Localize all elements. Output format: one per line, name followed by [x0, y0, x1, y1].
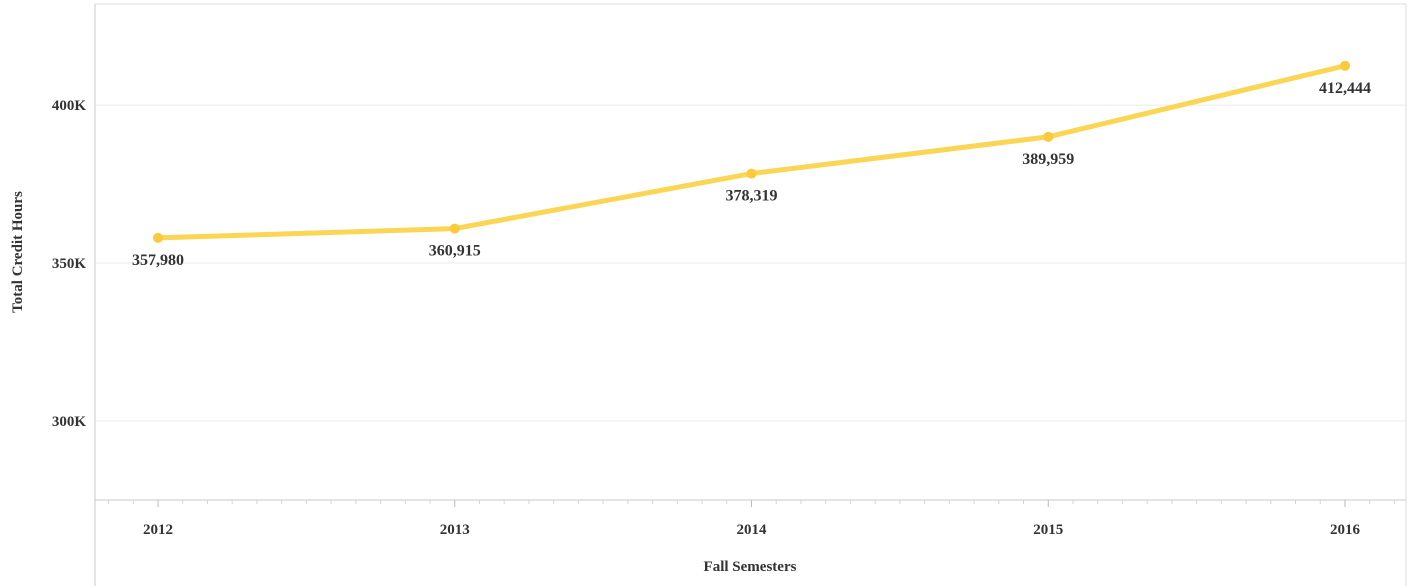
- data-point[interactable]: [153, 232, 163, 243]
- x-tick-label: 2015: [1033, 522, 1063, 538]
- series-line: [153, 60, 1350, 243]
- x-tick-label: 2016: [1330, 522, 1361, 538]
- data-label: 357,980: [132, 252, 184, 269]
- x-axis-title: Fall Semesters: [704, 559, 797, 575]
- y-tick-label: 350K: [52, 256, 87, 272]
- data-label: 378,319: [726, 188, 778, 205]
- x-tick-label: 2013: [440, 522, 470, 538]
- data-label: 412,444: [1319, 80, 1371, 97]
- y-tick-label: 300K: [52, 414, 87, 430]
- data-labels: 357,980 360,915 378,319 389,959 412,444: [132, 80, 1371, 269]
- y-axis-title: Total Credit Hours: [10, 191, 26, 313]
- x-axis: 2012 2013 2014 2015 2016: [108, 500, 1395, 538]
- plot-frame: [94, 3, 1407, 586]
- y-tick-label: 400K: [52, 98, 87, 114]
- series-path: [155, 63, 1348, 241]
- gridlines: [95, 104, 1406, 422]
- x-tick-label: 2012: [143, 522, 173, 538]
- data-label: 389,959: [1022, 151, 1074, 168]
- y-axis-ticks: 300K 350K 400K: [52, 98, 87, 430]
- data-point[interactable]: [746, 168, 757, 179]
- data-point[interactable]: [1340, 60, 1350, 71]
- data-label: 360,915: [429, 243, 481, 260]
- x-tick-label: 2014: [737, 522, 768, 538]
- data-point[interactable]: [1043, 131, 1054, 142]
- data-point[interactable]: [449, 223, 460, 234]
